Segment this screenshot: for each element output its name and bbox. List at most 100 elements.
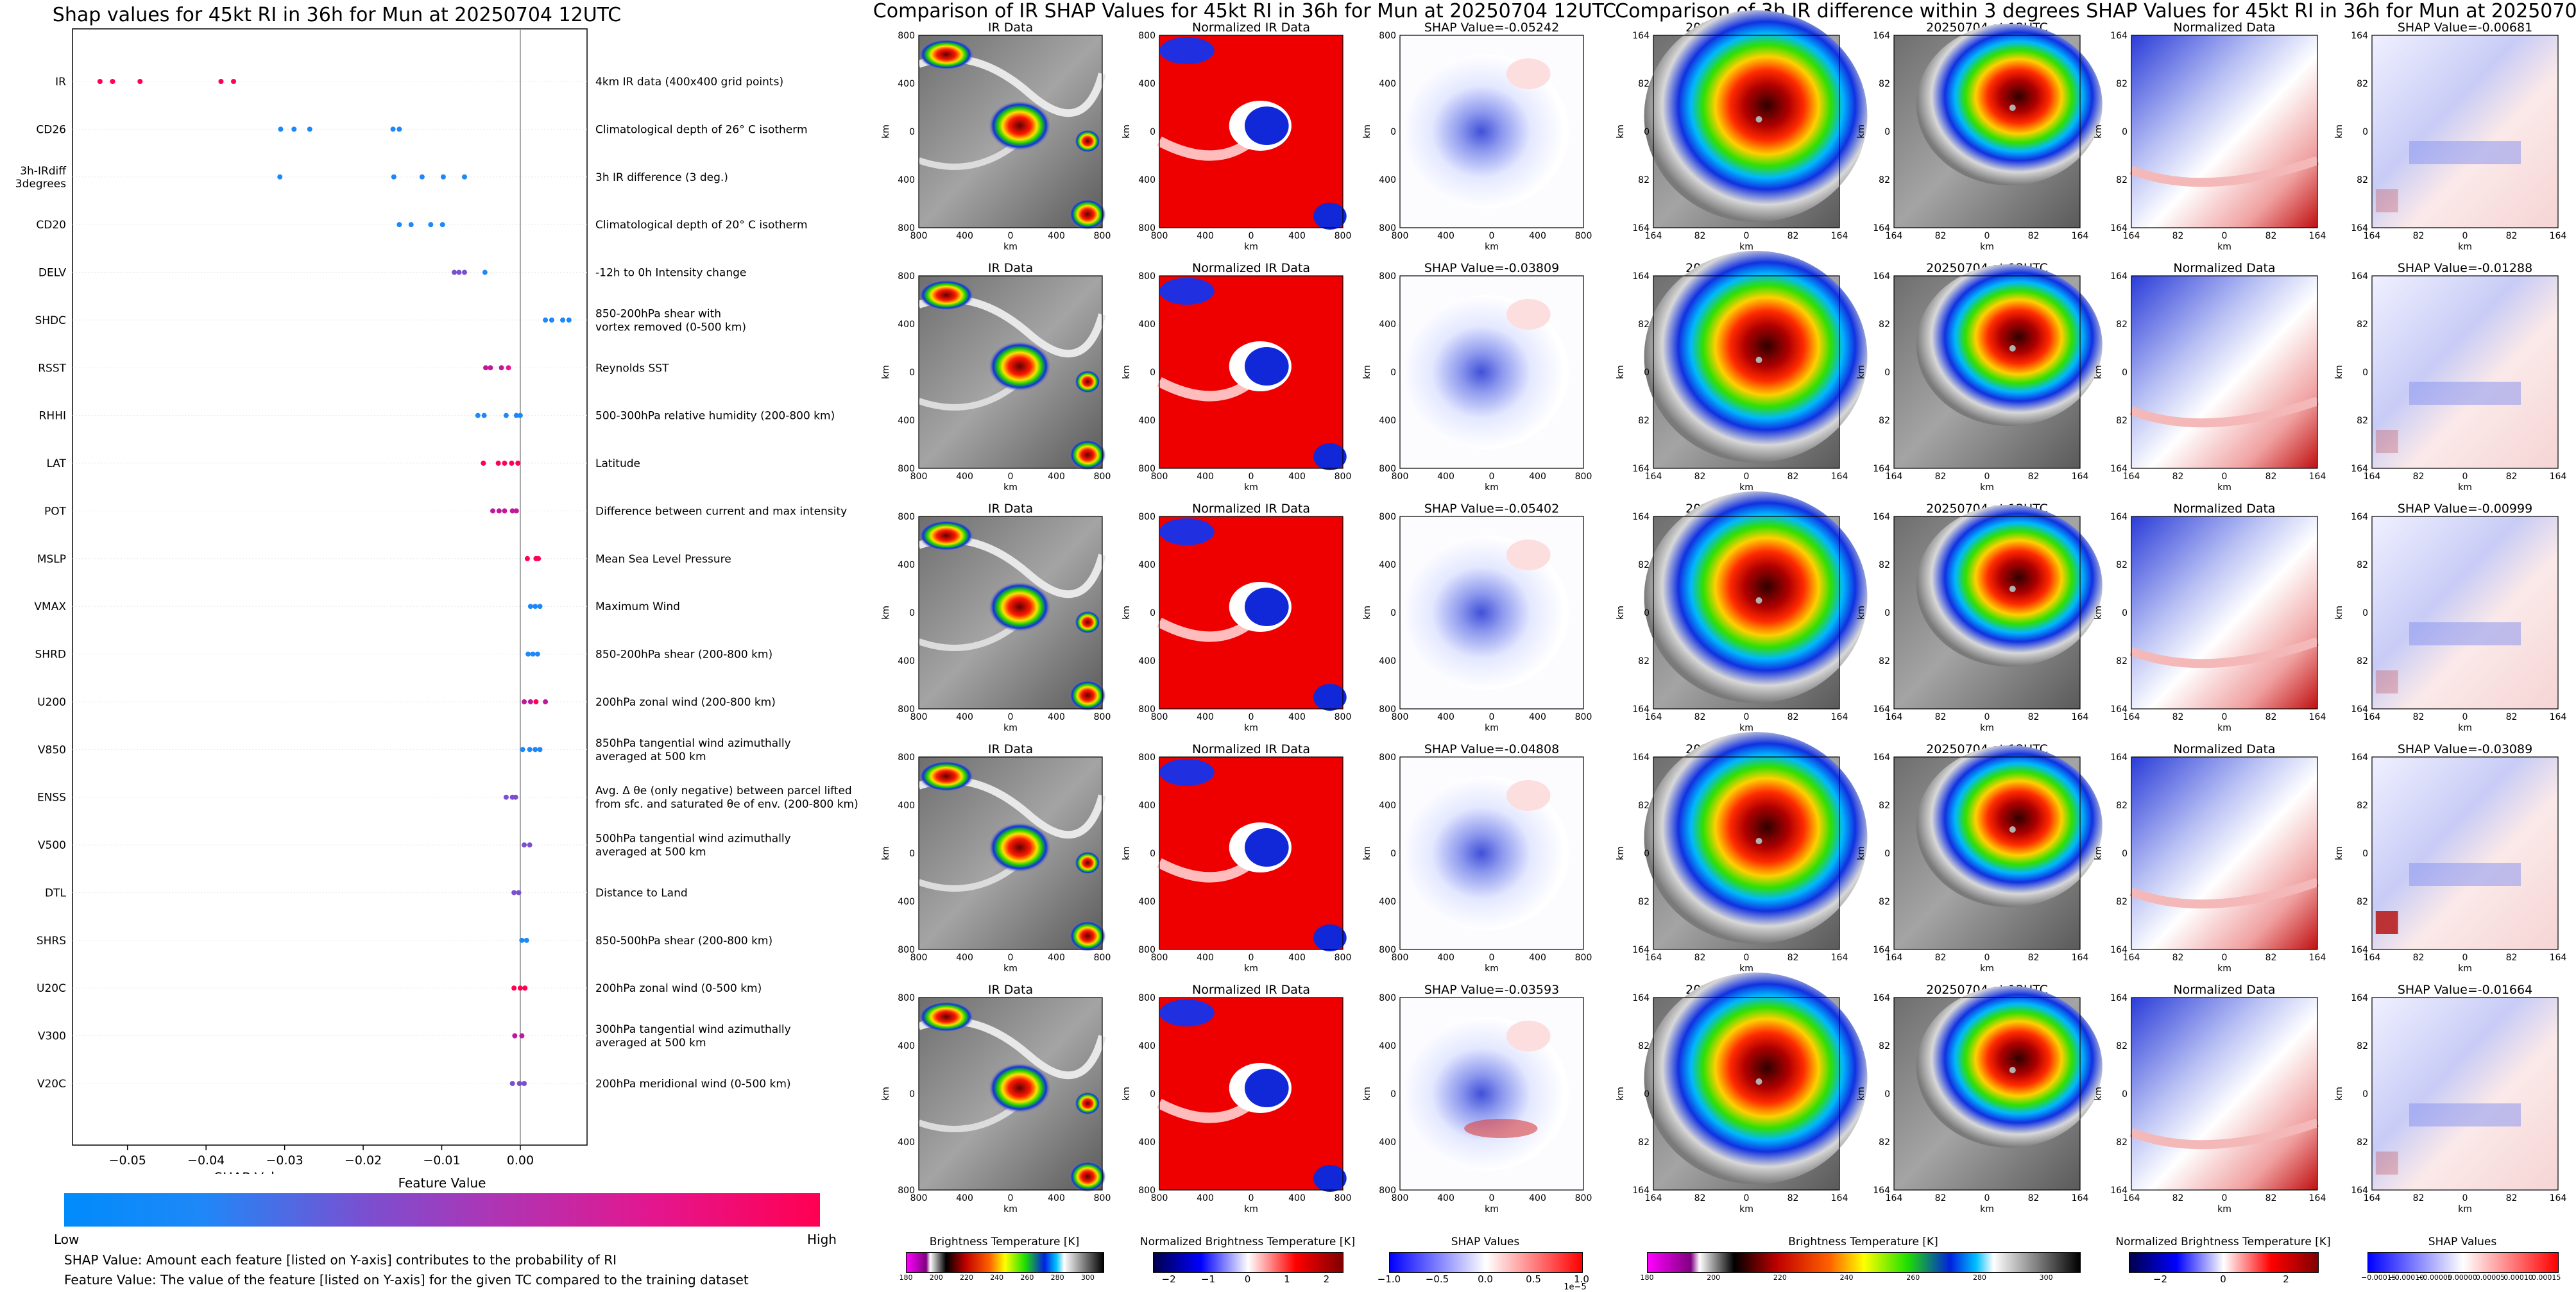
image-panel: 20250704 at 12UTC1641648282008282164164k… bbox=[1856, 261, 2103, 493]
x-tick-label: 164 bbox=[2123, 472, 2140, 482]
shap-point bbox=[527, 842, 533, 848]
y-tick-label: 164 bbox=[2351, 464, 2368, 474]
shap-point bbox=[481, 412, 487, 418]
colorbar-offset-label: 1e−5 bbox=[1564, 1282, 1587, 1292]
shap-point bbox=[499, 365, 504, 371]
feature-description: 500hPa tangential wind azimuthally bbox=[595, 833, 791, 846]
y-axis-label: km bbox=[2334, 846, 2344, 860]
feature-name: CD26 bbox=[36, 123, 66, 136]
x-tick-label: 800 bbox=[1094, 472, 1111, 482]
shap-point bbox=[440, 174, 446, 180]
x-tick-label: 800 bbox=[1151, 472, 1168, 482]
colorbar-tick-label: 0.0 bbox=[1478, 1273, 1493, 1285]
panel-frame bbox=[2131, 275, 2318, 469]
x-tick-label: 164 bbox=[2364, 1193, 2381, 1203]
y-tick-label: 82 bbox=[2357, 801, 2368, 811]
y-tick-label: 0 bbox=[2122, 849, 2128, 859]
y-tick-label: 82 bbox=[1879, 897, 1890, 907]
colorbar-tick-label: 0.00005 bbox=[2475, 1273, 2505, 1282]
x-tick-label: 400 bbox=[956, 712, 973, 722]
shap-point bbox=[307, 126, 312, 132]
y-tick-label: 164 bbox=[1873, 464, 1890, 474]
feature-name: IR bbox=[55, 76, 66, 89]
panel-frame bbox=[918, 756, 1103, 950]
y-axis-label: km bbox=[881, 846, 891, 860]
shap-point bbox=[495, 461, 501, 466]
y-tick-label: 82 bbox=[1879, 319, 1890, 330]
shap-point bbox=[519, 1033, 525, 1039]
x-tick-label: 82 bbox=[2172, 712, 2184, 722]
y-axis-label: km bbox=[1616, 606, 1626, 620]
shap-point bbox=[391, 174, 397, 180]
panel-frame bbox=[1399, 756, 1584, 950]
feature-name: DTL bbox=[45, 887, 66, 899]
x-tick-label: 0 bbox=[1008, 1193, 1014, 1203]
panel-frame bbox=[1159, 756, 1343, 950]
x-tick-label: 0 bbox=[1984, 1193, 1990, 1203]
panel-title: SHAP Value=-0.01664 bbox=[2398, 983, 2532, 997]
feature-description: 300hPa tangential wind azimuthally bbox=[595, 1023, 791, 1036]
y-tick-label: 800 bbox=[898, 752, 915, 763]
x-tick-label: 164 bbox=[2072, 953, 2089, 963]
feature-description: averaged at 500 km bbox=[595, 751, 706, 763]
y-tick-label: 0 bbox=[1884, 849, 1890, 859]
y-axis-label: km bbox=[1616, 1087, 1626, 1101]
y-axis-label: km bbox=[1616, 365, 1626, 379]
x-tick-label: 0 bbox=[1249, 712, 1254, 722]
feature-description: Climatological depth of 20° C isotherm bbox=[595, 219, 808, 232]
image-panel: 20250704 at 12UTC1641648282008282164164k… bbox=[1856, 742, 2103, 974]
shap-point bbox=[525, 651, 531, 657]
shap-point bbox=[481, 461, 486, 466]
y-tick-label: 164 bbox=[2351, 752, 2368, 763]
y-tick-label: 164 bbox=[2110, 945, 2128, 955]
y-axis-label: km bbox=[2094, 606, 2104, 620]
shap-point bbox=[534, 651, 540, 657]
y-tick-label: 800 bbox=[1138, 993, 1156, 1003]
shap-point bbox=[110, 79, 115, 84]
y-tick-label: 0 bbox=[1150, 849, 1156, 859]
x-axis-label: km bbox=[1003, 242, 1018, 252]
image-panel: 20250704 at 09UTC1641648282008282164164k… bbox=[1616, 251, 1868, 493]
feature-description: averaged at 500 km bbox=[595, 846, 706, 859]
colorbar-tick-label: 0 bbox=[2220, 1273, 2226, 1285]
y-tick-label: 164 bbox=[2351, 512, 2368, 522]
y-tick-label: 82 bbox=[1638, 560, 1650, 570]
shap-point bbox=[516, 1081, 522, 1086]
y-tick-label: 164 bbox=[2351, 1186, 2368, 1196]
shap-point bbox=[537, 604, 543, 609]
x-tick-label: 164 bbox=[1831, 231, 1848, 241]
y-tick-label: 800 bbox=[1138, 464, 1156, 474]
x-tick-label: 82 bbox=[2265, 953, 2277, 963]
y-tick-label: 0 bbox=[1884, 368, 1890, 378]
x-axis-label: km bbox=[1244, 723, 1258, 733]
shap-point bbox=[524, 937, 529, 943]
x-axis-label: km bbox=[1739, 482, 1753, 493]
x-tick-label: 800 bbox=[1094, 712, 1111, 722]
x-axis-label: km bbox=[2458, 482, 2472, 493]
y-axis-label: km bbox=[2094, 846, 2104, 860]
colorbar-tick-label: −1.0 bbox=[1377, 1273, 1401, 1285]
panel-frame bbox=[1399, 516, 1584, 710]
x-tick-label: 0 bbox=[2462, 472, 2468, 482]
feature-description: 3h IR difference (3 deg.) bbox=[595, 171, 728, 184]
y-tick-label: 800 bbox=[1138, 31, 1156, 41]
panel-frame bbox=[918, 275, 1103, 469]
y-axis-label: km bbox=[1616, 846, 1626, 860]
x-tick-label: 400 bbox=[1529, 712, 1546, 722]
y-tick-label: 0 bbox=[1644, 1089, 1650, 1100]
x-tick-label: 800 bbox=[1392, 1193, 1409, 1203]
x-tick-label: 800 bbox=[1392, 953, 1409, 963]
y-tick-label: 82 bbox=[2116, 416, 2128, 426]
x-tick-label: 400 bbox=[1048, 1193, 1065, 1203]
x-tick-label: 164 bbox=[2550, 1193, 2567, 1203]
shap-point bbox=[490, 508, 496, 514]
x-tick-label: 800 bbox=[1392, 472, 1409, 482]
x-axis-label: km bbox=[1739, 242, 1753, 252]
shap-point bbox=[527, 699, 533, 704]
x-tick-label: 800 bbox=[1575, 472, 1592, 482]
colorbar-tick-label: 240 bbox=[1839, 1273, 1854, 1282]
y-axis-label: km bbox=[1362, 365, 1372, 379]
x-axis-label: km bbox=[2217, 964, 2231, 974]
